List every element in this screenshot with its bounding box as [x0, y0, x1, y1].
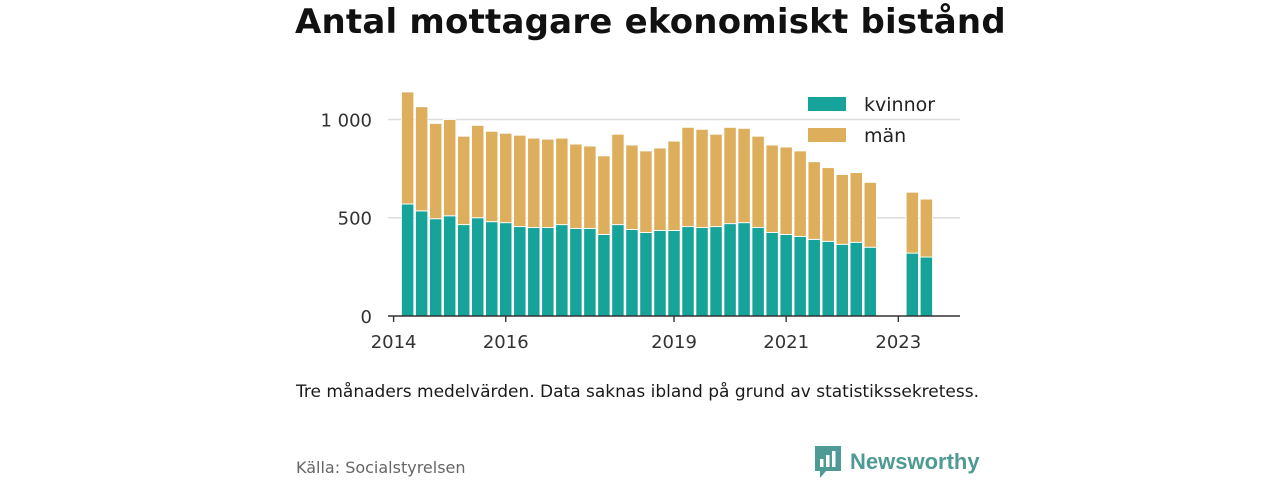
bar-kvinnor — [905, 252, 919, 317]
bar-män — [863, 181, 877, 248]
bar-kvinnor — [527, 227, 541, 317]
bar-kvinnor — [793, 235, 807, 317]
bar-män — [653, 147, 667, 231]
y-tick-label: 1 000 — [320, 110, 372, 131]
bar-kvinnor — [849, 241, 863, 317]
chart: 0 500 1 000 2014 2016 2019 2021 2023 kvinnor män — [320, 91, 960, 353]
bar-kvinnor — [751, 227, 765, 317]
bar-kvinnor — [443, 215, 457, 317]
bar-män — [751, 135, 765, 229]
bar-kvinnor — [513, 226, 527, 317]
bar-chart-speech-bubble-icon — [815, 446, 841, 478]
bar-män — [919, 198, 934, 258]
bar-kvinnor — [597, 233, 611, 317]
bar-män — [499, 132, 513, 224]
bar-kvinnor — [863, 246, 877, 317]
bar-kvinnor — [625, 229, 639, 317]
bar-män — [611, 133, 625, 226]
bar-kvinnor — [555, 224, 569, 317]
legend-swatch-kvinnor — [808, 97, 846, 111]
bar-män — [625, 144, 639, 230]
chart-note: Tre månaders medelvärden. Data saknas ib… — [296, 382, 979, 402]
bar-kvinnor — [653, 230, 667, 317]
bar-kvinnor — [414, 210, 429, 317]
newsworthy-logo: Newsworthy — [814, 444, 980, 480]
bar-män — [849, 172, 863, 243]
bar-kvinnor — [821, 240, 835, 317]
legend-label-kvinnor: kvinnor — [864, 94, 935, 116]
bar-män — [457, 135, 471, 226]
bar-kvinnor — [400, 203, 415, 317]
bar-kvinnor — [667, 230, 681, 317]
x-tick-label: 2016 — [483, 332, 529, 353]
bar-kvinnor — [569, 228, 583, 317]
axes: 0 500 1 000 2014 2016 2019 2021 2023 — [320, 110, 960, 353]
chart-title: Antal mottagare ekonomiskt bistånd — [295, 2, 1006, 42]
bar-män — [835, 174, 849, 245]
bar-män — [583, 145, 597, 229]
bar-kvinnor — [457, 224, 471, 317]
bar-kvinnor — [709, 226, 723, 317]
bar-män — [414, 106, 429, 212]
bar-män — [443, 119, 457, 217]
bar-män — [429, 122, 443, 220]
bar-män — [737, 127, 751, 224]
y-tick-label: 0 — [361, 307, 372, 328]
bar-kvinnor — [807, 238, 821, 317]
bar-män — [709, 133, 723, 228]
bar-män — [513, 134, 527, 228]
bar-män — [821, 167, 835, 242]
bar-kvinnor — [429, 218, 443, 317]
bar-kvinnor — [737, 222, 751, 317]
brand-name: Newsworthy — [850, 449, 980, 474]
bar-kvinnor — [583, 228, 597, 317]
bar-män — [400, 91, 415, 205]
bar-män — [541, 138, 555, 229]
bar-kvinnor — [611, 224, 625, 317]
bar-män — [695, 128, 709, 229]
legend-label-män: män — [864, 125, 906, 147]
bar-kvinnor — [485, 221, 499, 317]
bar-kvinnor — [639, 232, 653, 317]
bar-kvinnor — [471, 217, 485, 317]
bar-män — [905, 191, 919, 254]
bar-män — [471, 124, 485, 219]
bar-kvinnor — [779, 233, 793, 317]
bar-män — [793, 150, 807, 237]
bar-kvinnor — [723, 223, 737, 317]
bar-män — [639, 150, 653, 233]
bar-män — [667, 140, 681, 231]
bar-män — [555, 137, 569, 226]
bar-män — [485, 130, 499, 223]
bar-män — [681, 126, 695, 228]
bar-kvinnor — [681, 226, 695, 317]
bars — [400, 91, 934, 317]
bar-kvinnor — [695, 227, 709, 317]
bar-kvinnor — [835, 243, 849, 317]
bar-män — [765, 144, 779, 233]
bar-kvinnor — [499, 222, 513, 317]
x-tick-label: 2023 — [875, 332, 921, 353]
x-tick-label: 2021 — [763, 332, 809, 353]
bar-män — [723, 126, 737, 225]
x-tick-label: 2014 — [371, 332, 417, 353]
bar-män — [597, 155, 611, 235]
bar-kvinnor — [541, 227, 555, 317]
legend-swatch-män — [808, 128, 846, 142]
x-tick-label: 2019 — [651, 332, 697, 353]
bar-män — [527, 137, 541, 229]
bar-kvinnor — [919, 256, 934, 317]
legend: kvinnor män — [808, 94, 935, 147]
bar-män — [807, 161, 821, 240]
bar-män — [569, 143, 583, 229]
bar-män — [779, 146, 793, 235]
y-tick-label: 500 — [338, 209, 372, 230]
bar-kvinnor — [765, 232, 779, 317]
source-label: Källa: Socialstyrelsen — [296, 458, 466, 477]
